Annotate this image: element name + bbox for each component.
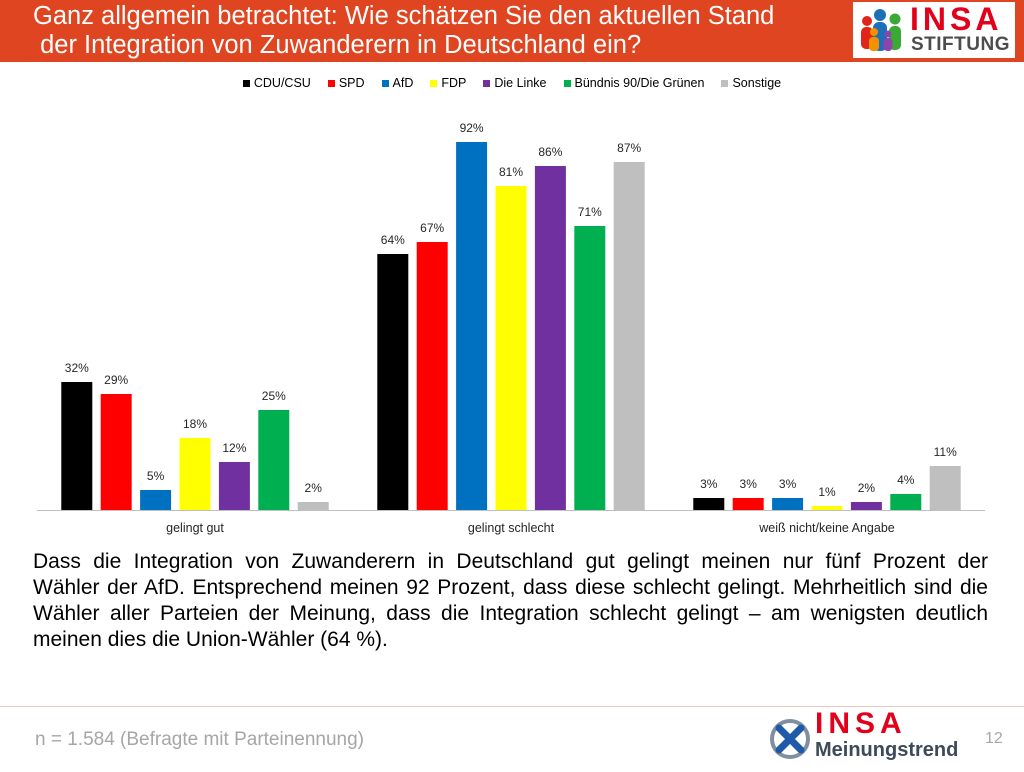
slide-header: Ganz allgemein betrachtet: Wie schätzen … xyxy=(0,0,1024,62)
data-label-afd-weiss-nicht-keine-angabe: 3% xyxy=(779,477,797,491)
bar-sonstige-gelingt-schlecht xyxy=(613,162,645,510)
data-label-spd-gelingt-schlecht: 67% xyxy=(420,221,444,235)
data-label-bundnis-90-die-grunen-gelingt-gut: 25% xyxy=(262,389,286,403)
legend-label-spd: SPD xyxy=(338,76,365,90)
legend-label-die-linke: Die Linke xyxy=(494,76,547,90)
people-group-icon xyxy=(861,9,901,51)
data-label-die-linke-weiss-nicht-keine-angabe: 2% xyxy=(858,481,876,495)
summary-line-4: meinen dies die Union-Wähler (64 %). xyxy=(33,628,388,651)
legend-label-afd: AfD xyxy=(392,76,414,90)
data-label-spd-gelingt-gut: 29% xyxy=(104,373,128,387)
legend-label-gruene: Bündnis 90/Die Grünen xyxy=(574,76,705,90)
legend-label-fdp: FDP xyxy=(441,76,467,90)
chart-legend: CDU/CSU SPD AfD FDP Die Linke Bündnis 90… xyxy=(0,75,1024,91)
insa-stiftung-logo: INSA STIFTUNG xyxy=(853,2,1015,58)
category-label-weiss-nicht-keine-angabe: weiß nicht/keine Angabe xyxy=(758,521,895,535)
slide-title-line-1: Ganz allgemein betrachtet: Wie schätzen … xyxy=(33,2,775,30)
footer-logo-name: INSA xyxy=(815,707,907,740)
bar-die-linke-gelingt-schlecht xyxy=(534,166,566,510)
legend-swatch-gruene xyxy=(563,79,571,87)
summary-line-1: Dass die Integration von Zuwanderern in … xyxy=(33,550,988,573)
legend-item-die-linke: Die Linke xyxy=(483,75,547,91)
footer-divider xyxy=(0,706,1024,707)
bar-fdp-gelingt-schlecht xyxy=(495,186,527,510)
legend-swatch-die-linke xyxy=(483,79,491,87)
insa-meinungstrend-logo: INSA Meinungstrend xyxy=(768,707,968,766)
data-label-die-linke-gelingt-schlecht: 86% xyxy=(538,145,562,159)
slide-title-line-2: der Integration von Zuwanderern in Deuts… xyxy=(33,31,642,59)
data-label-spd-weiss-nicht-keine-angabe: 3% xyxy=(740,477,758,491)
bar-die-linke-weiss-nicht-keine-angabe xyxy=(850,502,882,510)
legend-swatch-sonstige xyxy=(721,79,729,87)
bar-afd-weiss-nicht-keine-angabe xyxy=(772,498,804,510)
logo-name: INSA xyxy=(910,1,1003,37)
data-label-bundnis-90-die-grunen-weiss-nicht-keine-angabe: 4% xyxy=(897,473,915,487)
legend-swatch-afd xyxy=(381,79,389,87)
bar-die-linke-gelingt-gut xyxy=(218,462,250,510)
data-label-fdp-gelingt-gut: 18% xyxy=(183,417,207,431)
legend-item-spd: SPD xyxy=(327,75,365,91)
category-label-gelingt-schlecht: gelingt schlecht xyxy=(468,521,555,535)
bar-sonstige-weiss-nicht-keine-angabe xyxy=(929,466,961,510)
legend-item-fdp: FDP xyxy=(430,75,466,91)
legend-item-afd: AfD xyxy=(381,75,414,91)
bar-spd-gelingt-gut xyxy=(100,394,132,510)
legend-label-sonstige: Sonstige xyxy=(732,76,782,90)
bar-afd-gelingt-schlecht xyxy=(456,142,488,510)
logo-subtitle: STIFTUNG xyxy=(911,34,1010,55)
bar-afd-gelingt-gut xyxy=(140,490,172,510)
data-label-bundnis-90-die-grunen-gelingt-schlecht: 71% xyxy=(578,205,602,219)
summary-paragraph: Dass die Integration von Zuwanderern in … xyxy=(33,549,988,653)
bar-cdu-csu-weiss-nicht-keine-angabe xyxy=(693,498,725,510)
sample-size-note: n = 1.584 (Befragte mit Parteinennung) xyxy=(35,729,365,750)
data-label-fdp-weiss-nicht-keine-angabe: 1% xyxy=(818,485,836,499)
data-label-sonstige-gelingt-gut: 2% xyxy=(305,481,323,495)
summary-line-3: Wähler aller Parteien der Meinung, dass … xyxy=(33,602,988,625)
data-label-cdu-csu-gelingt-gut: 32% xyxy=(65,361,89,375)
category-label-gelingt-gut: gelingt gut xyxy=(166,521,224,535)
bar-bundnis-90-die-grunen-weiss-nicht-keine-angabe xyxy=(890,494,922,510)
data-label-fdp-gelingt-schlecht: 81% xyxy=(499,165,523,179)
legend-label-cdu-csu: CDU/CSU xyxy=(253,76,311,90)
legend-swatch-fdp xyxy=(430,79,438,87)
data-label-cdu-csu-weiss-nicht-keine-angabe: 3% xyxy=(700,477,718,491)
legend-item-gruene: Bündnis 90/Die Grünen xyxy=(563,75,705,91)
bar-spd-weiss-nicht-keine-angabe xyxy=(732,498,764,510)
legend-swatch-spd xyxy=(327,79,335,87)
summary-line-2: Wähler der AfD. Entsprechend meinen 92 P… xyxy=(33,576,988,599)
footer-logo-subtitle: Meinungstrend xyxy=(815,739,959,761)
bar-sonstige-gelingt-gut xyxy=(297,502,329,510)
data-label-afd-gelingt-gut: 5% xyxy=(147,469,165,483)
legend-swatch-cdu-csu xyxy=(242,79,250,87)
bar-fdp-gelingt-gut xyxy=(179,438,211,510)
bar-bundnis-90-die-grunen-gelingt-schlecht xyxy=(574,226,606,510)
legend-item-cdu-csu: CDU/CSU xyxy=(242,75,311,91)
grouped-bar-chart: 32% 29% 5% 18% 12% 25% 2% gelingt gut 64% 67% 92% 8… xyxy=(37,121,985,535)
bar-bundnis-90-die-grunen-gelingt-gut xyxy=(258,410,290,510)
legend-item-sonstige: Sonstige xyxy=(721,75,781,91)
bar-cdu-csu-gelingt-gut xyxy=(61,382,93,510)
bar-cdu-csu-gelingt-schlecht xyxy=(377,254,409,510)
ballot-cross-icon xyxy=(770,719,810,759)
data-label-cdu-csu-gelingt-schlecht: 64% xyxy=(381,233,405,247)
bar-fdp-weiss-nicht-keine-angabe xyxy=(811,506,843,510)
data-label-sonstige-gelingt-schlecht: 87% xyxy=(617,141,641,155)
data-label-afd-gelingt-schlecht: 92% xyxy=(460,121,484,135)
data-label-die-linke-gelingt-gut: 12% xyxy=(222,441,246,455)
page-number: 12 xyxy=(985,730,1003,747)
bar-spd-gelingt-schlecht xyxy=(416,242,448,510)
data-label-sonstige-weiss-nicht-keine-angabe: 11% xyxy=(934,445,957,459)
